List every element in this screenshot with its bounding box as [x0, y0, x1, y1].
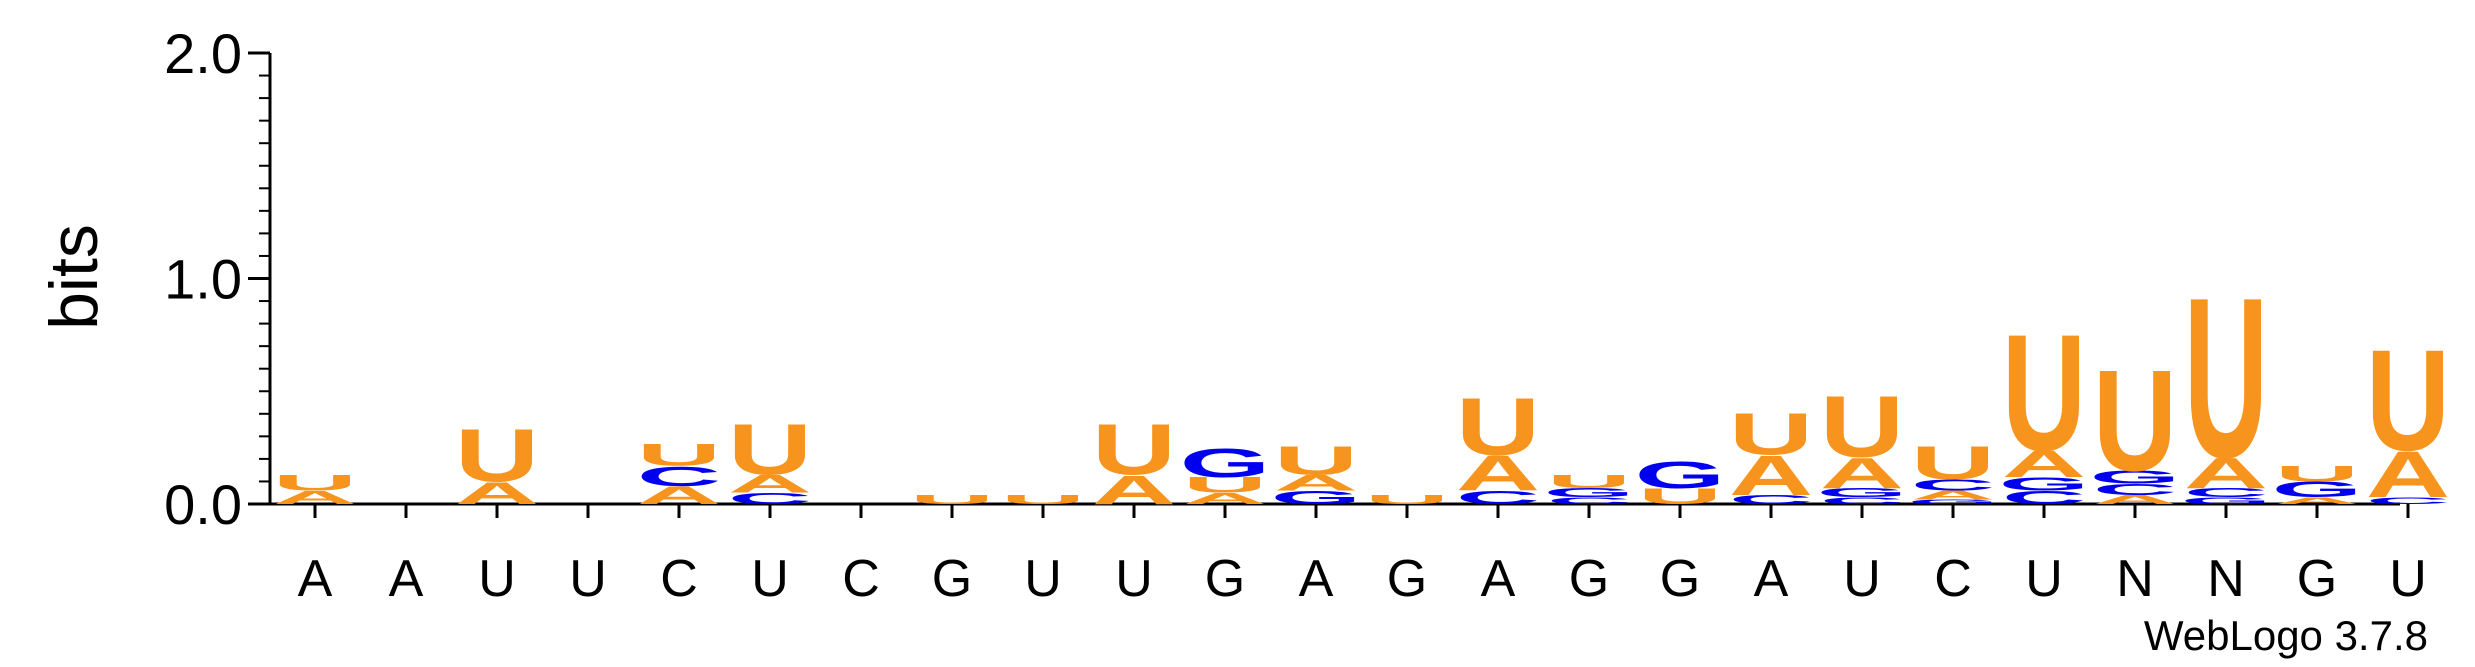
logo-letter-c: C [1547, 495, 1631, 506]
logo-letter-u: U [1092, 409, 1176, 490]
logo-letter-g: G [1999, 473, 2090, 494]
logo-letter-g: G [1271, 487, 1362, 508]
logo-letter-u: U [728, 409, 812, 490]
logo-letter-u: U [2366, 319, 2450, 481]
logo-letter-u: U [2275, 462, 2359, 487]
logo-letter-a: A [2366, 438, 2450, 512]
y-axis-label: bits [36, 224, 112, 330]
logo-letter-u: U [1365, 493, 1449, 507]
x-position-label: C [1934, 550, 1972, 608]
logo-letter-u: U [910, 493, 994, 507]
x-position-label: C [842, 550, 880, 608]
logo-letter-c: C [2366, 495, 2450, 506]
logo-letter-c: C [2184, 486, 2268, 500]
logo-letter-a: A [2002, 444, 2086, 486]
logo-letter-a: A [1820, 448, 1904, 497]
x-position-label: A [389, 550, 424, 608]
logo-letter-g: G [1544, 486, 1635, 500]
logo-letter-g: G [2272, 477, 2363, 502]
logo-letter-a: A [1092, 467, 1176, 513]
logo-letter-u: U [2093, 339, 2177, 501]
logo-letter-a: A [455, 476, 539, 511]
logo-letter-c: C [2002, 487, 2086, 508]
x-position-label: U [1024, 550, 1062, 608]
logo-letter-c: C [1820, 495, 1904, 506]
logo-letter-u: U [637, 438, 721, 473]
logo-letter-a: A [1911, 488, 1995, 502]
x-position-label: G [1569, 550, 1609, 608]
x-position-label: G [2297, 550, 2337, 608]
logo-letter-u: U [1183, 473, 1267, 498]
logo-letter-g: G [1180, 440, 1271, 486]
logo-letter-g: G [1817, 486, 1908, 500]
logo-letter-g: G [1635, 455, 1726, 497]
x-position-label: A [298, 550, 333, 608]
x-position-label: A [1754, 550, 1789, 608]
logo-letter-a: A [2184, 448, 2268, 497]
y-tick-label: 0.0 [164, 473, 242, 536]
logo-letter-c: C [1456, 487, 1540, 508]
x-position-label: A [1299, 550, 1334, 608]
x-position-label: U [478, 550, 516, 608]
logo-letter-u: U [2184, 251, 2268, 505]
logo-letter-a: A [728, 470, 812, 498]
logo-letter-u: U [1638, 484, 1722, 509]
chart-axes: 0.0 1.0 2.0 [164, 22, 2410, 536]
logo-letter-a: A [1274, 471, 1358, 496]
logo-letter-a: A [1456, 446, 1540, 502]
x-position-label: G [1387, 550, 1427, 608]
x-position-label: U [1115, 550, 1153, 608]
logo-letter-a: A [1183, 490, 1267, 507]
x-position-label: U [2025, 550, 2063, 608]
logo-letter-u: U [1911, 436, 1995, 489]
x-position-label: C [660, 550, 698, 608]
x-position-label: U [2389, 550, 2427, 608]
x-position-label: U [1843, 550, 1881, 608]
x-position-label: U [751, 550, 789, 608]
weblogo-credit: WebLogo 3.7.8 [2144, 612, 2428, 659]
logo-letter-u: U [1001, 493, 1085, 507]
logo-letter-a: A [2093, 493, 2177, 507]
logo-letter-u: U [1820, 378, 1904, 476]
logo-letter-c: C [1729, 493, 1813, 507]
logo-letter-u: U [1729, 400, 1813, 467]
logo-letter-c: C [1911, 476, 1995, 493]
x-position-label: G [1205, 550, 1245, 608]
logo-letter-u: U [1274, 438, 1358, 484]
logo-letter-a: A [637, 481, 721, 509]
logo-letter-g: G [2090, 467, 2181, 488]
logo-letter-g: G [1908, 498, 1999, 505]
x-position-label: G [1660, 550, 1700, 608]
logo-letter-u: U [1547, 471, 1631, 492]
y-tick-label: 1.0 [164, 248, 242, 311]
logo-letter-u: U [1456, 382, 1540, 473]
x-position-label: N [2116, 550, 2154, 608]
logo-letter-u: U [455, 413, 539, 497]
logo-letter-c: C [2093, 481, 2177, 498]
logo-letter-u: U [2002, 301, 2086, 486]
logo-letter-a: A [2275, 495, 2359, 506]
x-position-label: G [932, 550, 972, 608]
x-position-label: U [569, 550, 607, 608]
logo-letter-g: G [2181, 495, 2272, 506]
logo-letter-a: A [1729, 445, 1813, 508]
logo-letter-c: C [637, 460, 721, 492]
x-position-label: A [1481, 550, 1516, 608]
x-position-label: N [2207, 550, 2245, 608]
logo-letter-u: U [273, 471, 357, 496]
logo-letter-a: A [273, 487, 357, 508]
logo-letter-c: C [728, 490, 812, 507]
y-tick-label: 2.0 [164, 22, 242, 85]
